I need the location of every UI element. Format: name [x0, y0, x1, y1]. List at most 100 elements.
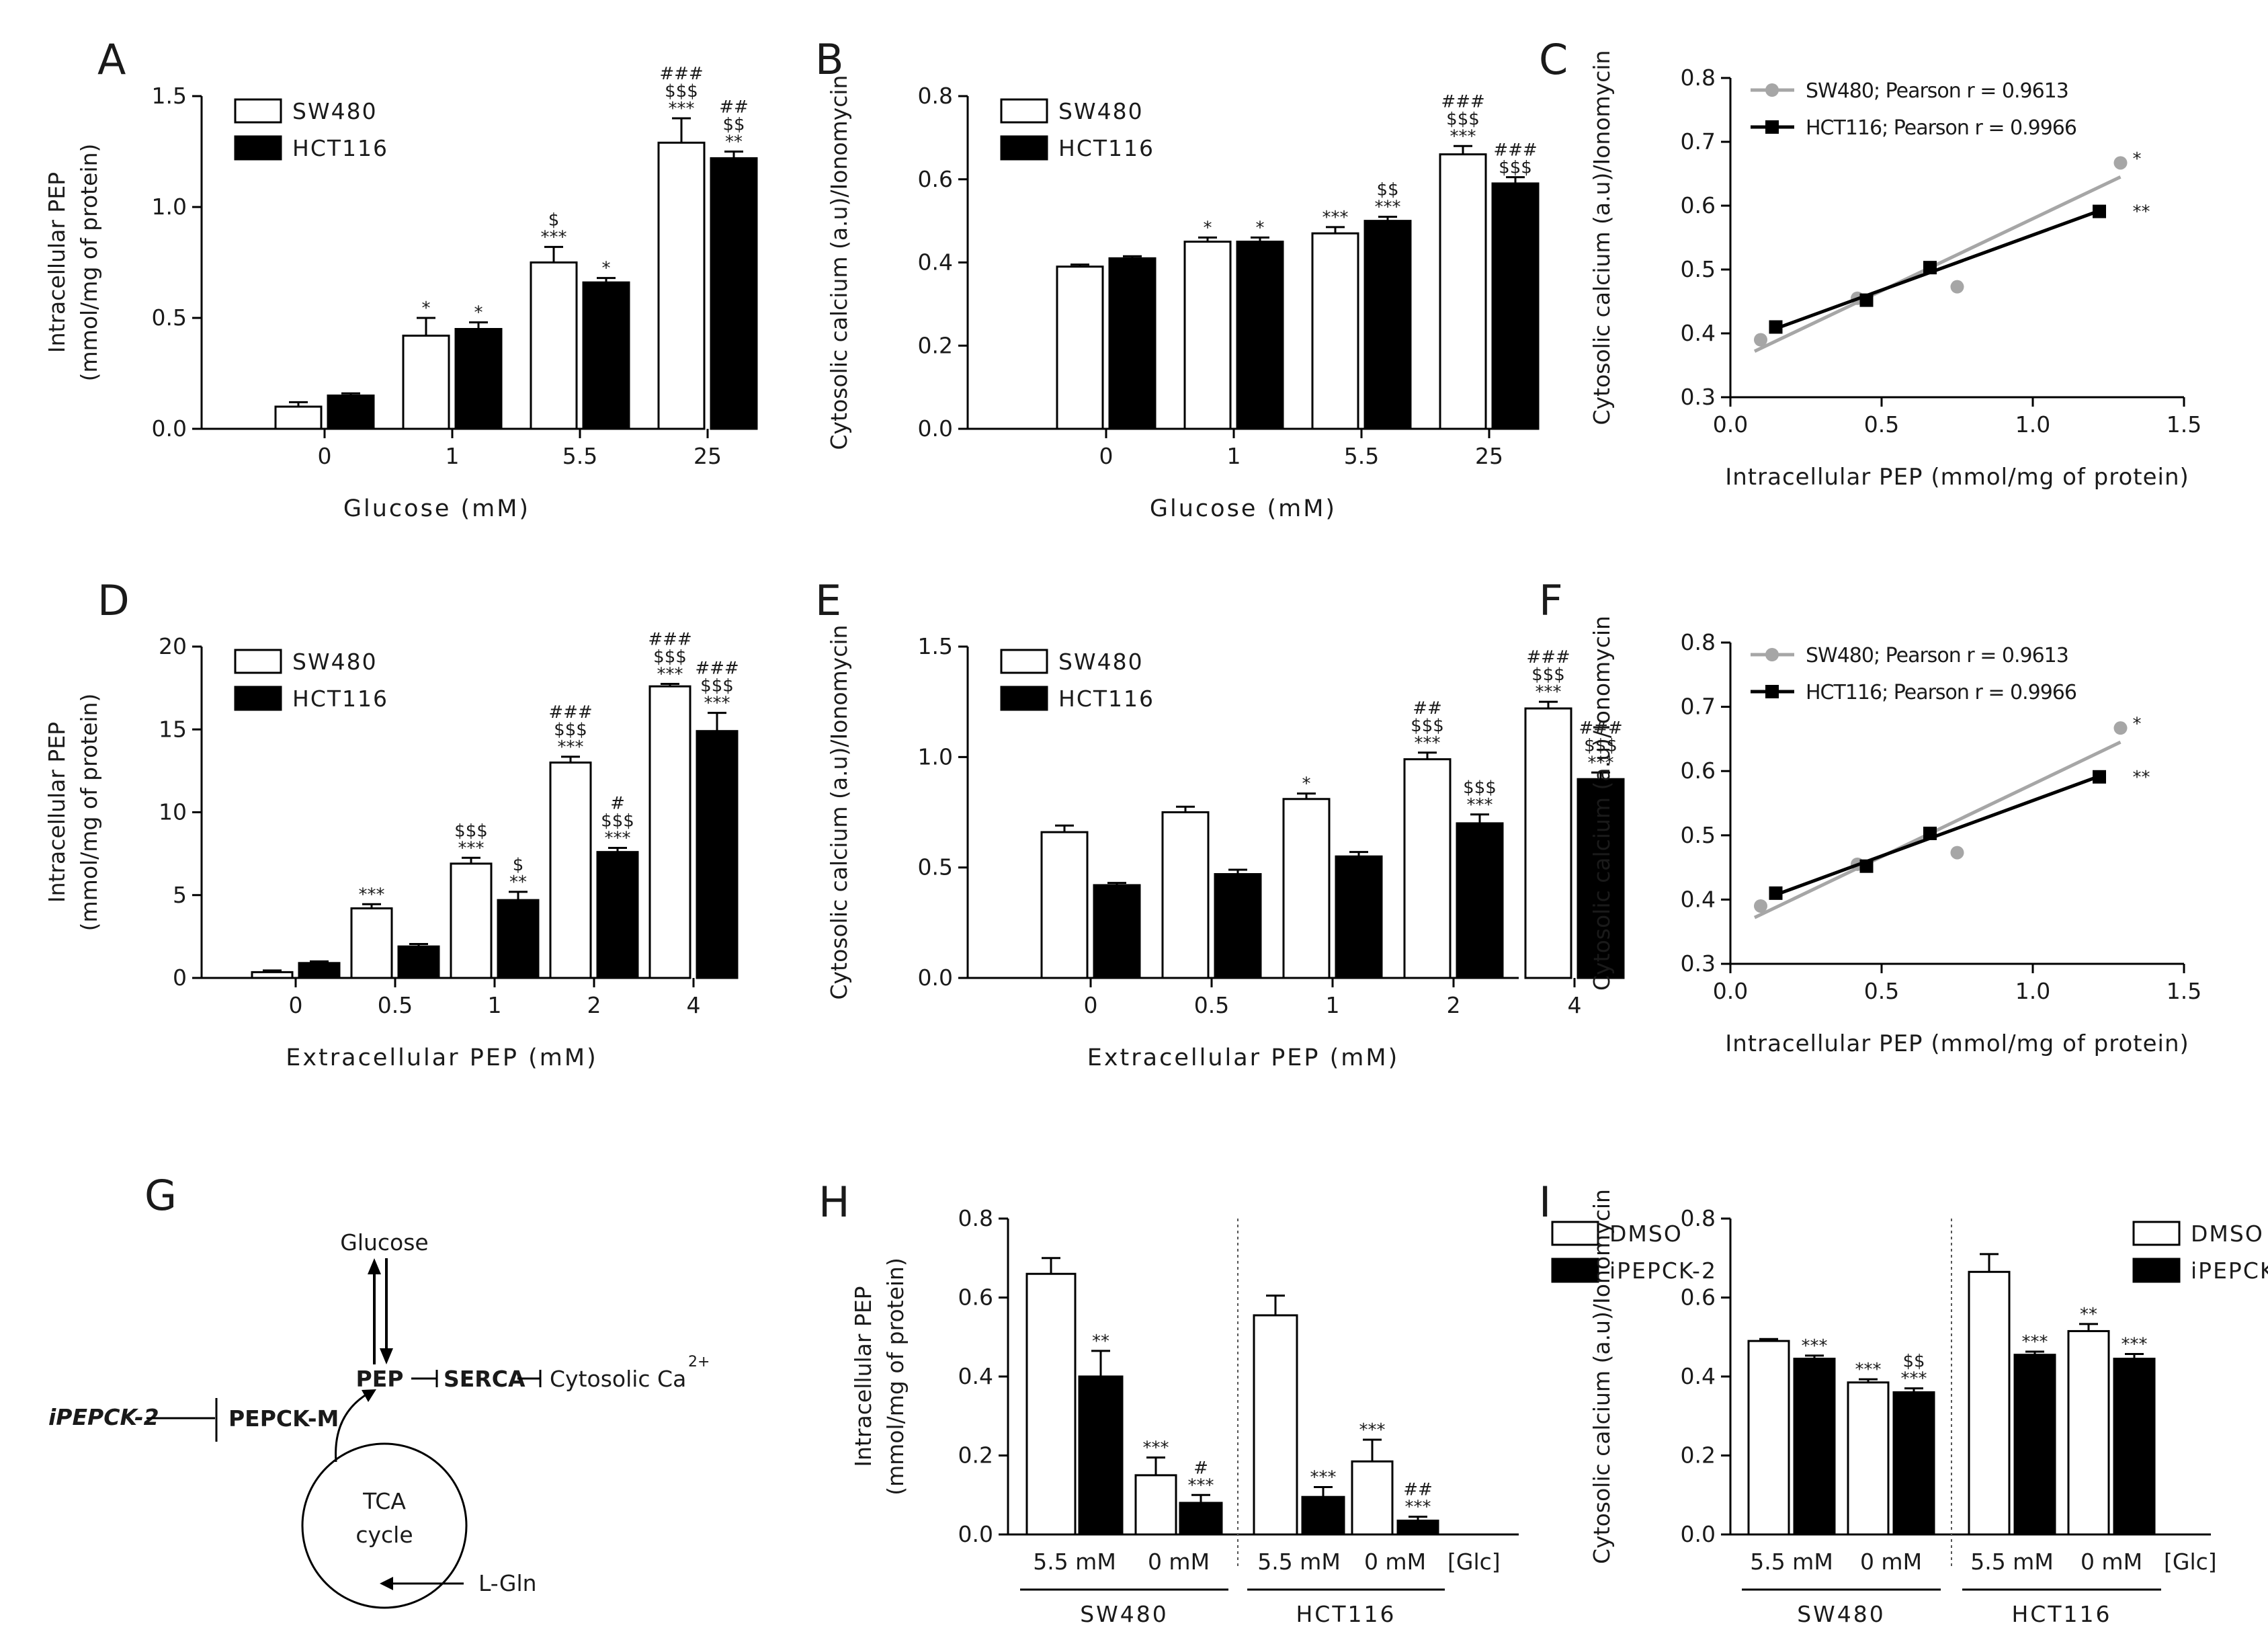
x-tick-label: 5.5 mM	[1257, 1549, 1341, 1575]
data-point	[2093, 204, 2106, 218]
x-tick-label: 5.5 mM	[1750, 1549, 1833, 1575]
legend-swatch	[1000, 686, 1048, 711]
legend-label: DMSO	[1609, 1221, 1683, 1247]
x-tick-label: 1	[446, 443, 460, 469]
y-tick-label: 0.5	[918, 854, 953, 880]
bar	[350, 907, 393, 979]
significance-label: *	[474, 303, 483, 323]
significance-label: ***	[1359, 1420, 1386, 1440]
y-tick-label: 0.5	[1681, 256, 1716, 282]
significance-label: *	[422, 298, 431, 319]
bar	[596, 851, 639, 979]
diagram-tca-line1: TCA	[362, 1488, 406, 1514]
bar	[1282, 798, 1331, 979]
y-tick-label: 0.4	[1681, 1363, 1716, 1389]
legend-swatch	[234, 686, 282, 711]
y-tick-label: 20	[159, 633, 187, 659]
y-tick-label: 0.3	[1681, 384, 1716, 410]
x-tick-label: 0 mM	[1148, 1549, 1210, 1575]
y-tick-label: 0.5	[152, 304, 187, 331]
group-label: SW480	[1080, 1601, 1169, 1627]
bar	[530, 261, 578, 430]
x-tick-label: 25	[694, 443, 722, 469]
bar	[1236, 241, 1284, 430]
panel-letter: D	[97, 576, 130, 625]
diagram-lgln: L-Gln	[478, 1570, 537, 1596]
significance-label: ***	[1188, 1475, 1214, 1495]
significance-label: ***	[1855, 1360, 1882, 1380]
diagram-enzyme: PEPCK-M	[228, 1405, 339, 1432]
significance-label: ***	[558, 737, 584, 757]
significance-label: $$$	[1499, 158, 1532, 178]
y-tick-label: 0.0	[1681, 1521, 1716, 1547]
legend-swatch	[1551, 1221, 1599, 1246]
y-axis-label: Intracellular PEP	[850, 1286, 876, 1467]
significance-label: ***	[1588, 753, 1614, 773]
data-point	[1859, 859, 1874, 873]
x-tick-label: 1	[1227, 443, 1241, 469]
significance-label: **	[2133, 768, 2150, 788]
x-tick-label: 5.5 mM	[1970, 1549, 2054, 1575]
significance-label: $$$	[454, 821, 488, 841]
y-tick-label: 0.8	[1681, 1205, 1716, 1231]
legend-swatch	[2132, 1258, 2181, 1283]
bar	[1456, 822, 1504, 979]
legend-label: HCT116; Pearson r = 0.9966	[1806, 116, 2076, 140]
legend-label: HCT116; Pearson r = 0.9966	[1806, 681, 2076, 704]
bar	[648, 685, 691, 979]
significance-label: ###	[1526, 647, 1570, 667]
significance-label: $$$	[700, 676, 734, 696]
y-tick-label: 0.2	[958, 1442, 993, 1469]
group-label: SW480	[1797, 1601, 1886, 1627]
legend-label: SW480	[292, 649, 378, 675]
x-tick-label: 1	[488, 992, 502, 1018]
bar	[2013, 1354, 2056, 1536]
significance-label: ###	[695, 659, 739, 679]
y-tick-label: 0.4	[1681, 320, 1716, 346]
x-tick-label: 1.0	[2015, 978, 2050, 1004]
x-tick-label: 0	[1084, 992, 1098, 1018]
fit-line	[1753, 175, 2122, 353]
y-tick-label: 0.0	[918, 964, 953, 991]
legend-label: HCT116	[1058, 135, 1154, 161]
x-tick-label: 4	[1568, 992, 1582, 1018]
y-tick-label: 1.5	[152, 83, 187, 109]
x-tick-label: 2	[587, 992, 601, 1018]
fit-line	[1753, 740, 2122, 919]
pathway-diagram: G Glucose PEP SERCA Cytosolic Ca 2+ iPEP…	[48, 1171, 710, 1609]
significance-label: $	[548, 210, 560, 230]
x-tick-label: 1	[1326, 992, 1340, 1018]
y-tick-label: 0.6	[1681, 1284, 1716, 1311]
legend-swatch	[2132, 1221, 2181, 1246]
significance-label: **	[1092, 1331, 1109, 1352]
legend-swatch	[1551, 1258, 1599, 1283]
significance-label: *	[1302, 774, 1311, 794]
bar	[657, 141, 706, 430]
y-tick-label: 0	[173, 964, 187, 991]
x-tick-label: 0.5	[1864, 411, 1899, 438]
y-tick-label: 0.8	[1681, 65, 1716, 91]
legend-swatch	[234, 98, 282, 124]
significance-label: ***	[1450, 126, 1476, 147]
diagram-inhibitor: iPEPCK-2	[48, 1404, 159, 1430]
bar	[298, 962, 341, 979]
panel-letter: F	[1539, 576, 1563, 625]
significance-label: $$$	[1531, 665, 1565, 685]
bar	[696, 730, 739, 979]
significance-label: **	[2080, 1305, 2097, 1325]
bar	[402, 334, 450, 430]
x-tick-label: 0.5	[1864, 978, 1899, 1004]
y-tick-label: 5	[173, 882, 187, 908]
significance-label: ##	[1403, 1480, 1433, 1500]
y-tick-label: 0.8	[918, 83, 953, 109]
bar	[1093, 884, 1141, 979]
significance-label: ***	[669, 99, 695, 119]
x-axis-label: Intracellular PEP (mmol/mg of protein)	[1725, 1030, 2189, 1057]
x-tick-label: 1.5	[2167, 411, 2201, 438]
diagram-serca: SERCA	[444, 1366, 526, 1392]
y-axis-label: Cytosolic calcium (a.u)/Ionomycin	[826, 75, 852, 450]
data-point	[2093, 770, 2106, 784]
significance-label: ***	[541, 227, 567, 247]
bar	[1524, 707, 1572, 979]
arrow-tca-to-pep	[335, 1392, 369, 1463]
